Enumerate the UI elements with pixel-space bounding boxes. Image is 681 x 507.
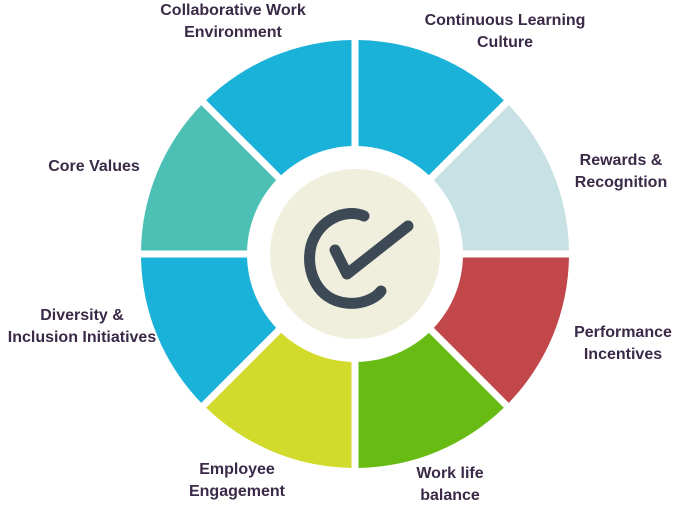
label-work-life-balance: Work life balance <box>398 463 502 507</box>
label-rewards-recognition: Rewards & Recognition <box>562 150 680 194</box>
label-line: Inclusion Initiatives <box>7 329 157 346</box>
label-employee-engagement: Employee Engagement <box>168 459 306 503</box>
label-core-values: Core Values <box>30 156 158 178</box>
segment-collaborative-work-environment <box>206 40 352 191</box>
label-line: Engagement <box>188 483 285 500</box>
segment-performance-incentives <box>418 257 569 403</box>
label-line: Recognition <box>574 174 668 191</box>
segment-core-values <box>141 105 292 251</box>
label-line: Core Values <box>48 158 140 175</box>
label-line: Performance <box>574 324 672 341</box>
label-collaborative-work-environment: Collaborative Work Environment <box>140 0 326 44</box>
label-line: Employee <box>199 461 275 478</box>
label-diversity-inclusion-initiatives: Diversity & Inclusion Initiatives <box>0 305 164 349</box>
checkmark-icon <box>304 208 414 309</box>
wheel-segments <box>141 40 569 468</box>
label-line: Culture <box>477 34 533 51</box>
label-line: Incentives <box>583 346 663 363</box>
label-continuous-learning-culture: Continuous Learning Culture <box>412 10 598 54</box>
label-line: balance <box>420 487 480 504</box>
segment-continuous-learning-culture <box>358 40 504 191</box>
center-disc <box>270 169 440 339</box>
label-line: Continuous Learning <box>424 12 586 29</box>
label-line: Work life <box>416 465 484 482</box>
segment-rewards-recognition <box>418 105 569 251</box>
label-performance-incentives: Performance Incentives <box>566 322 680 366</box>
segment-diversity-inclusion-initiatives <box>141 257 292 403</box>
label-line: Environment <box>184 24 282 41</box>
segment-employee-engagement <box>206 317 352 468</box>
label-line: Rewards & <box>579 152 663 169</box>
label-line: Collaborative Work <box>160 2 306 19</box>
segment-work-life-balance <box>358 317 504 468</box>
label-line: Diversity & <box>40 307 124 324</box>
